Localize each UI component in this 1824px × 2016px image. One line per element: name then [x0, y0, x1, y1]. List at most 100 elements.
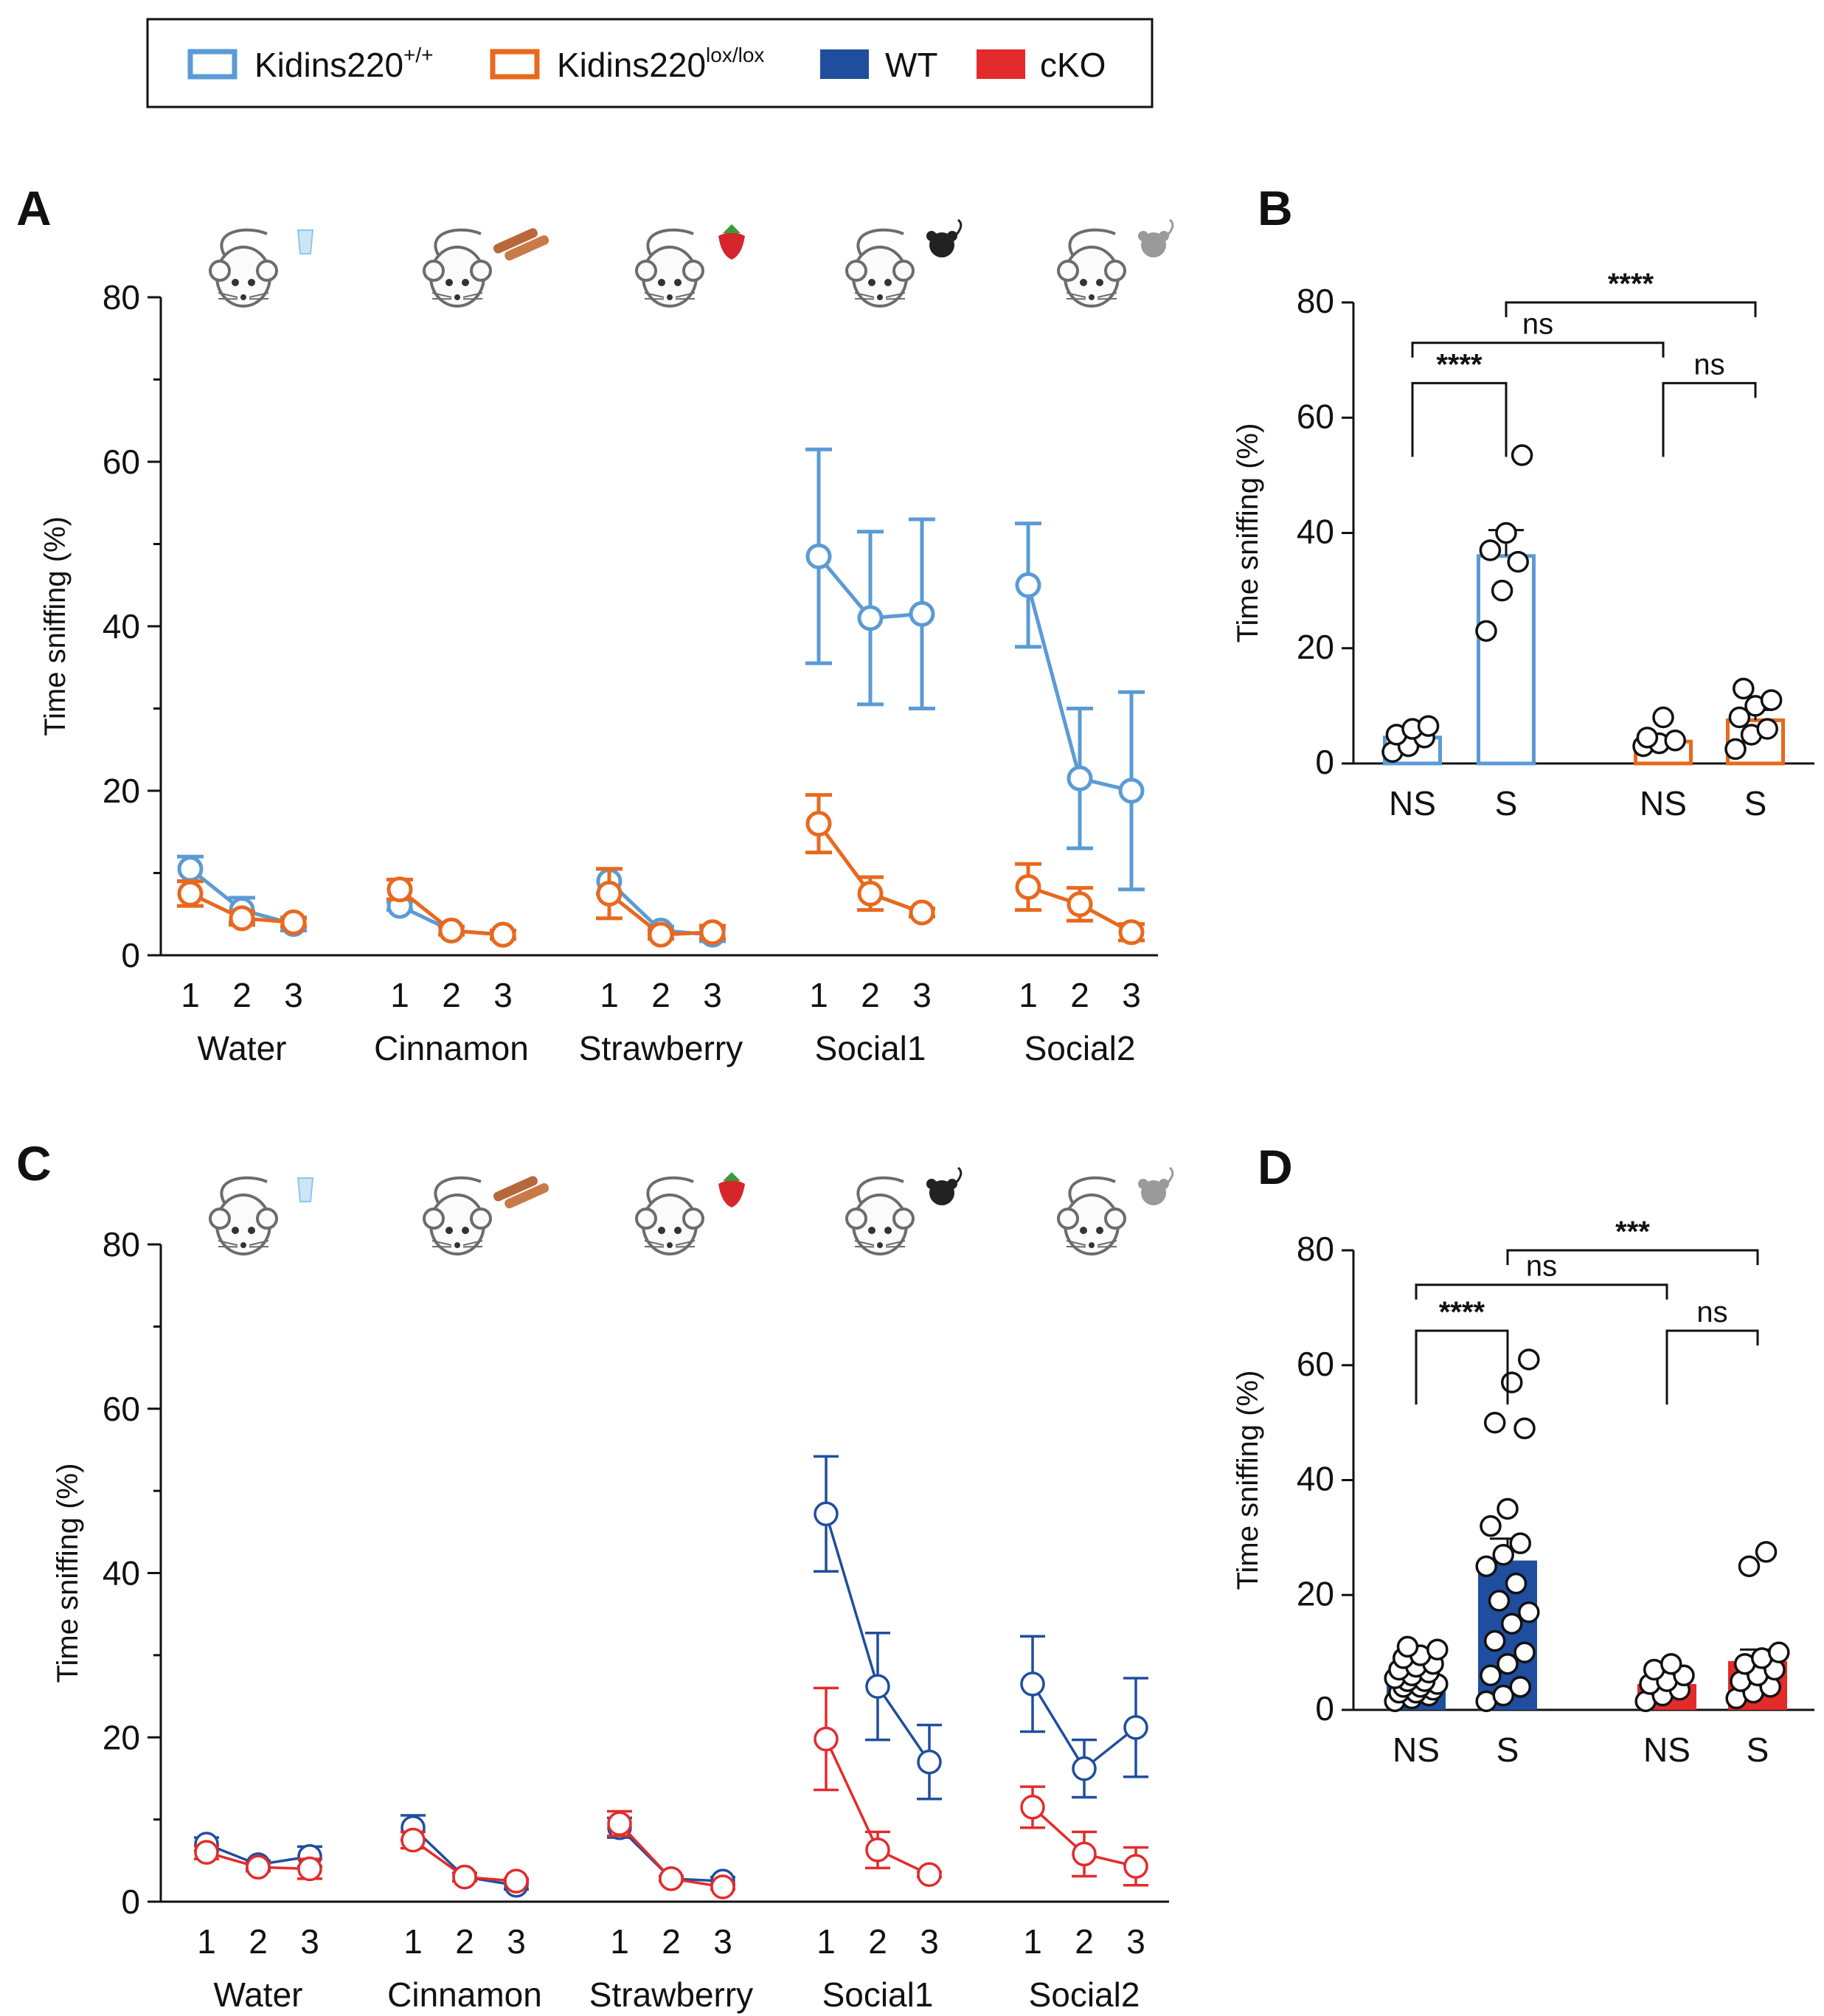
significance-label: ****: [1439, 1296, 1485, 1329]
mouse-strawberry-icon: [635, 224, 745, 308]
x-trial-label: 1: [403, 1922, 423, 1961]
series-cKO: [194, 1686, 1148, 1899]
mouse-nose: [454, 1242, 460, 1248]
panel-label: B: [1258, 181, 1293, 235]
mouse-strawberry-icon: [635, 1172, 745, 1255]
stimulus-mouse-tail: [952, 218, 963, 239]
y-tick-label: 20: [1297, 1574, 1334, 1613]
data-point: [1118, 919, 1145, 946]
panel-B: B 0 20 40 60 80 Time sniffing (%) NS S NS S **** ns n…: [1232, 181, 1814, 822]
data-point: [1475, 1555, 1497, 1578]
data-point: [1072, 1756, 1097, 1781]
mouse-social2-icon: [1057, 1166, 1174, 1255]
data-point: [1479, 539, 1502, 561]
x-group-label: Water: [198, 1029, 287, 1067]
mouse-nose: [1089, 1242, 1095, 1248]
legend-label: Kidins220lox/lox: [557, 44, 764, 84]
stimulus-mouse-ear: [1159, 231, 1169, 241]
data-point: [1501, 1371, 1523, 1393]
significance-bracket: [1662, 381, 1757, 457]
mouse-eye: [1080, 1227, 1087, 1234]
mouse-tail: [856, 1176, 904, 1205]
legend-swatch: [187, 49, 237, 80]
mouse-eye: [1080, 279, 1087, 286]
legend-label-name: Kidins220: [254, 46, 403, 84]
mouse-whisker: [462, 292, 483, 298]
x-trial-label: 2: [662, 1922, 681, 1961]
mouse-eye: [884, 1227, 892, 1234]
data-point: [1511, 444, 1533, 466]
mouse-eye: [232, 1227, 239, 1234]
significance-label: ***: [1615, 1216, 1650, 1248]
x-trial-label: 1: [600, 976, 619, 1014]
legend-label-superscript: +/+: [403, 44, 433, 66]
y-tick-label: 20: [103, 1718, 140, 1756]
mouse-whisker: [431, 292, 452, 298]
cinnamon-stick: [504, 1183, 549, 1209]
legend: Kidins220+/+ Kidins220lox/lox WT cKO: [146, 18, 1154, 108]
stimulus-mouse-ear: [1138, 1179, 1148, 1189]
y-tick-label: 0: [1315, 743, 1334, 781]
mouse-ear: [423, 1208, 445, 1230]
y-axis-label: Time sniffing (%): [1232, 423, 1264, 643]
panel-label: C: [16, 1136, 52, 1191]
x-trial-label: 2: [442, 976, 461, 1014]
mouse-ear: [1104, 1208, 1126, 1230]
x-group-label: Strawberry: [589, 1975, 753, 2014]
stimulus-mouse-tail: [1164, 218, 1174, 239]
data-point: [1509, 1532, 1532, 1554]
x-trial-label: 2: [232, 976, 252, 1014]
series-Kidins220+/+: [177, 447, 1145, 948]
x-trial-label: 1: [1023, 1922, 1042, 1961]
mouse-whisker: [675, 292, 696, 298]
mouse-eye: [868, 1227, 875, 1234]
mouse-nose: [667, 294, 673, 300]
legend-label-name: Kidins220: [557, 46, 706, 84]
mouse-nose: [240, 294, 246, 300]
y-tick-label: 0: [121, 1882, 140, 1921]
x-category-label: S: [1497, 1731, 1519, 1769]
stimulus-mouse-tail: [952, 1166, 963, 1187]
mouse-nose: [877, 294, 883, 300]
y-tick-label: 0: [1315, 1689, 1334, 1728]
x-trial-label: 1: [816, 1922, 836, 1961]
data-point: [1501, 1613, 1523, 1635]
data-point: [229, 905, 255, 932]
x-trial-label: 2: [651, 976, 670, 1014]
mouse-eye: [884, 279, 892, 286]
x-trial-label: 3: [713, 1922, 732, 1961]
y-axis-label: Time sniffing (%): [1232, 1371, 1264, 1590]
mouse-tail: [1068, 228, 1116, 257]
strawberry-leaf: [723, 1172, 741, 1181]
significance-label: ****: [1608, 268, 1654, 300]
mouse-whisker: [1066, 292, 1086, 298]
x-category-label: NS: [1640, 784, 1687, 822]
x-trial-label: 1: [809, 976, 828, 1014]
data-point: [857, 605, 884, 631]
data-point: [1733, 677, 1755, 700]
x-trial-label: 3: [1122, 976, 1141, 1014]
mouse-eye: [462, 1227, 469, 1234]
data-point: [1488, 1590, 1511, 1612]
data-point: [805, 543, 832, 569]
data-point: [814, 1501, 839, 1527]
x-category-label: S: [1744, 784, 1767, 822]
panel-D: D 0 20 40 60 80 Time sniffing (%) NS S NS S **** ns n…: [1232, 1140, 1814, 1769]
x-group-label: Social2: [1029, 1975, 1140, 2014]
data-point: [1652, 706, 1674, 729]
data-point: [1492, 1684, 1514, 1707]
legend-swatch: [977, 49, 1025, 79]
data-point: [297, 1856, 322, 1882]
significance-bracket: [1505, 301, 1757, 317]
data-point: [805, 811, 832, 837]
data-point: [1426, 1638, 1449, 1660]
x-trial-label: 3: [1126, 1922, 1145, 1961]
data-point: [699, 919, 726, 946]
mouse-ear: [682, 1208, 704, 1230]
mouse-ear: [845, 1208, 867, 1230]
data-point: [865, 1837, 890, 1863]
mouse-ear: [892, 1208, 915, 1230]
y-axis-label: Time sniffing (%): [39, 516, 72, 736]
